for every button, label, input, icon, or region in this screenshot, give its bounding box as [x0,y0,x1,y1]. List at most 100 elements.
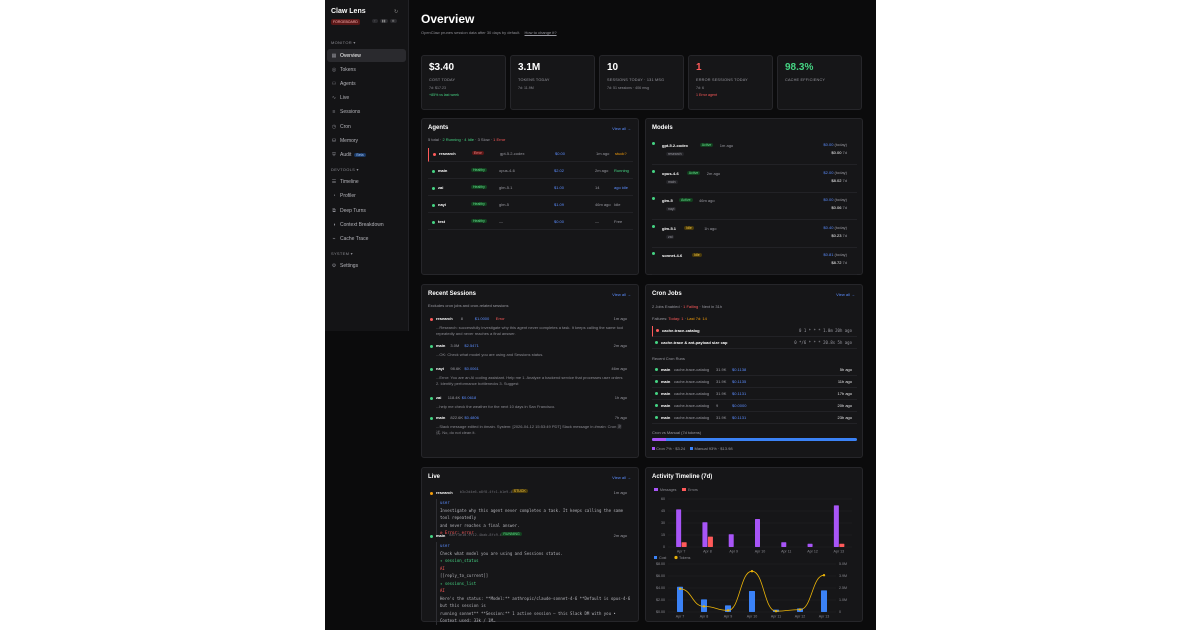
live-session-header: main 8a7f3e1d-9f12-4bab-8fc9-6… RUNNING 2m … [428,532,633,540]
status-dot [430,492,433,495]
session-row[interactable]: zai 118.4K $0.0618 1h ago ...help me check t… [428,395,633,410]
y-left-tick-label: $4.00 [656,586,665,590]
sidebar-item-audit[interactable]: ⛨ Audit Beta [327,148,406,161]
stat-subtext: 7d: 51 sessions · 406 msg [607,86,649,90]
model-name: glm-5.1 [662,225,677,231]
view-toggle[interactable]: ↑ ▮▮ ⊕ [372,19,397,23]
status-dot [655,380,658,383]
sidebar-item-profiler[interactable]: ◔ Profiler [327,190,406,203]
sidebar-item-context-breakdown[interactable]: ◑ Context Breakdown [327,218,406,231]
sidebar-item-live[interactable]: ∿ Live [327,92,406,105]
agent-row[interactable]: nayi Healthy glm-5 $1.09 46m ago Idle [428,199,633,213]
cron-run-agent: main [661,403,671,408]
toggle-option[interactable]: ▮▮ [379,19,388,23]
cost-bar [677,586,683,612]
refresh-icon[interactable]: ↻ [394,9,399,15]
model-row[interactable]: glm-5 Active 46m ago nayi $0.00 (today) $0.06… [652,196,857,220]
page-subtitle: OpenClaw prunes session data after 30 da… [421,30,557,35]
session-row[interactable]: main 3.0M $2.5471 2m ago ...OK: Check what m… [428,343,633,358]
agent-cost: $1.09 [554,202,565,207]
toggle-option[interactable]: ⊕ [389,19,397,23]
status-dot [652,252,655,255]
agent-row[interactable]: zai Healthy glm-5.1 $1.00 14 ago idle [428,182,633,196]
layers-icon: ⧉ [332,207,336,214]
gear-icon: ⚙ [331,263,337,270]
model-row[interactable]: sonnet-4-6 Idle $0.81 (today) $8.72 7d [652,251,857,275]
summary-segment: 1 Failing [683,304,699,309]
cost-value: $0.00 [831,150,842,155]
cost-period: 7d [841,232,847,238]
status-dot [430,368,433,371]
cron-run-job: cache-trace-catalog [674,367,710,372]
summary-segment: Failures: [652,316,669,321]
retention-link[interactable]: How to change it? [524,30,557,35]
sidebar-item-memory[interactable]: ⛁ Memory [327,134,406,147]
live-session[interactable]: research b3c2d4e6-a8f8-4fc1-b1e9-4… STUCK 1… [428,489,633,537]
agent-row[interactable]: research Error gpt-5.2-codex $0.00 1m ago stu… [428,148,633,162]
session-row[interactable]: main 822.6K $0.4806 7h ago ...Slack message … [428,415,633,436]
sessions-subtitle: Excludes cron jobs and cron-related sess… [428,303,509,308]
cron-run-row[interactable]: main cache-trace-catalog 31.9K $0.1138 5h ag… [652,365,857,376]
session-header: main 822.6K $0.4806 7h ago [428,415,633,422]
model-last-active: 2m ago [706,170,721,176]
dashboard-window: Claw Lens ↻ FORGEBOARD ↑ ▮▮ ⊕ MONITOR ▾ ▦… [325,0,876,630]
model-row[interactable]: opus-4-6 Active 2m ago main $2.00 (today) $8.… [652,169,857,193]
transcript-line: AI [440,588,445,593]
sidebar-item-label: Audit [340,151,352,158]
cron-view-all-link[interactable]: View all → [836,292,855,297]
cron-run-row[interactable]: main cache-trace-catalog 31.9K $0.1135 11h a… [652,377,857,388]
sidebar-item-cron[interactable]: ◷ Cron [327,120,406,133]
session-row[interactable]: nayi 98.6K $0.0061 46m ago ...Error: You are… [428,366,633,387]
brand-badge: FORGEBOARD [331,19,360,25]
nav-section-heading[interactable]: DEVTOOLS ▾ [331,166,359,172]
cost-period: (today) [833,252,847,257]
legend-cost: Cost [659,556,666,560]
toggle-option[interactable]: ↑ [372,19,378,23]
manual-legend-label: Manual 93% · $13.98 [694,446,733,451]
status-dot [652,197,655,200]
tokens-point [798,608,802,611]
agent-name: main [438,168,448,173]
sidebar-item-agents[interactable]: ⚇ Agents [327,77,406,90]
cron-job-row[interactable]: cache-trace & ant-payload size cap 0 */6 … [652,338,857,349]
cron-job-row[interactable]: cache-trace-catalog 0 1 * * * 1.0m 20h ag… [652,326,857,337]
messages-bar [781,542,787,547]
sessions-view-all-link[interactable]: View all → [612,292,631,297]
model-row[interactable]: glm-5.1 Idle 1h ago zai $0.40 (today) $0.23 7… [652,224,857,248]
agent-status-badge: Healthy [471,202,487,206]
model-cost-7d: $0.06 7d [831,205,847,210]
cron-job-name: cache-trace-catalog [662,328,700,333]
live-view-all-link[interactable]: View all → [612,475,631,480]
session-row[interactable]: research 8 $1.0000 Error 1m ago ...Research: … [428,316,633,337]
sidebar-item-timeline[interactable]: ☰ Timeline [327,176,406,189]
sidebar-item-cache-trace[interactable]: ⌁ Cache Trace [327,232,406,245]
live-session[interactable]: main 8a7f3e1d-9f12-4bab-8fc9-6… RUNNING 2m … [428,532,633,625]
shield-icon: ⛨ [332,151,336,158]
cron-run-row[interactable]: main cache-trace-catalog 31.9K $0.1131 23h a… [652,413,857,424]
agent-name: zai [438,185,444,190]
status-dot [432,221,435,224]
cron-run-row[interactable]: main cache-trace-catalog 31.9K $0.1131 17h a… [652,389,857,400]
cron-run-row[interactable]: main cache-trace-catalog 9 $0.0000 20h ago [652,401,857,412]
agent-cost: $0.00 [554,219,565,224]
cron-vs-manual-legend: Cron 7% · $3.24 Manual 93% · $13.98 [652,446,733,451]
sidebar-item-overview[interactable]: ▦ Overview [327,49,406,62]
nav-section-heading[interactable]: MONITOR ▾ [331,40,356,45]
sidebar-item-sessions[interactable]: ≡ Sessions [327,106,406,119]
agents-view-all-link[interactable]: View all → [612,126,631,131]
cost-value: $0.81 [823,252,834,257]
stat-value: 1 [696,62,702,73]
sidebar-item-tokens[interactable]: ◎ Tokens [327,63,406,76]
transcript-line: user [440,500,450,505]
model-row[interactable]: gpt-5.2-codex Active 1m ago research $0.00 (… [652,141,857,165]
sidebar-item-settings[interactable]: ⚙ Settings [327,260,406,273]
agent-row[interactable]: main Healthy opus-4-6 $2.02 2m ago Running [428,165,633,179]
agent-row[interactable]: test Healthy — $0.00 — Free [428,216,633,230]
sidebar-item-deep-turns[interactable]: ⧉ Deep Turns [327,204,406,217]
session-cost: $0.4806 [464,415,479,420]
nav-section-heading[interactable]: SYSTEM ▾ [331,250,353,256]
session-time: 1m ago [613,316,627,321]
cron-run-job: cache-trace-catalog [674,403,710,408]
recent-cron-runs-title: Recent Cron Runs [652,356,685,361]
live-title: Live [428,474,441,480]
